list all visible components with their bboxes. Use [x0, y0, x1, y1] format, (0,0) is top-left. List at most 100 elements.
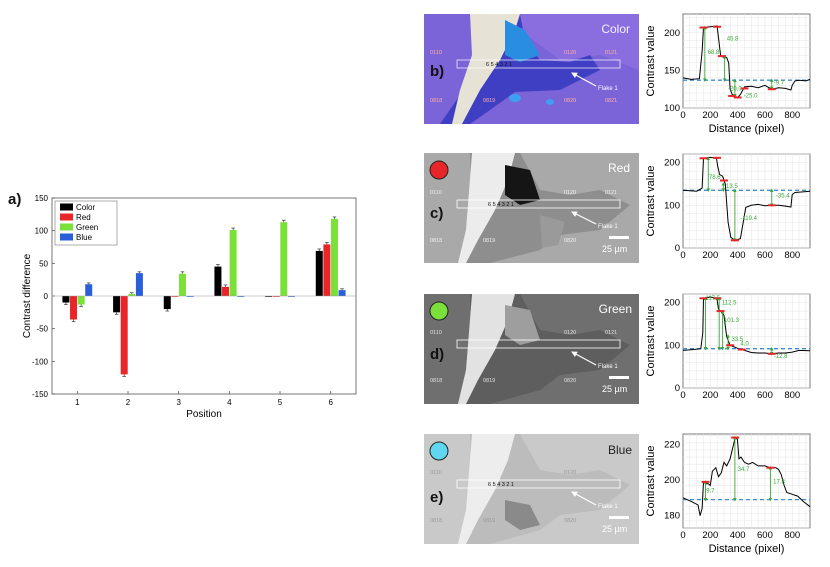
profile-plot-c-profile: 0 200 400 600 800 0 100 200 Contrast value 78.6 13… [645, 153, 811, 261]
profile-x-tick-label: 600 [757, 390, 773, 401]
profile-y-tick-label: 220 [664, 440, 680, 451]
bar-x-tick-label: 2 [126, 398, 131, 407]
svg-text:0820: 0820 [564, 98, 576, 104]
profile-annotation: -25.0 [744, 93, 758, 99]
panel-label-e: e) [430, 489, 443, 506]
bar-chart-panel: a) -150 -100 -50 0 50 100 150 1 2 3 4 5 6 ColorRedGr… [8, 191, 357, 420]
profile-y-axis-label: Contrast value [645, 166, 657, 237]
profile-x-tick-label: 400 [730, 530, 746, 541]
svg-text:0818: 0818 [430, 98, 442, 104]
image-position-numbers: 6 5 4 3 2 1 [486, 62, 512, 68]
profile-y-tick-label: 100 [664, 103, 680, 114]
profile-annotation: 17.8 [773, 480, 785, 486]
profile-annotation: 112.5 [722, 301, 737, 307]
svg-text:0121: 0121 [605, 330, 617, 336]
svg-text:0820: 0820 [564, 378, 576, 384]
legend-label-green: Green [76, 223, 98, 232]
svg-text:0819: 0819 [483, 98, 495, 104]
profile-x-tick-label: 600 [757, 110, 773, 121]
legend-swatch-blue [60, 233, 73, 241]
bar-green-pos5 [280, 222, 288, 296]
profile-x-tick-label: 200 [702, 250, 718, 261]
image-flake-label: Flake 1 [598, 224, 618, 230]
bar-x-tick-label: 1 [75, 398, 80, 407]
profile-x-tick-label: 800 [784, 250, 800, 261]
profile-plot-e-profile: 0 200 400 600 800 180 200 220 Contrast value Dist… [645, 433, 811, 555]
profile-x-tick-label: 0 [680, 530, 685, 541]
profile-x-tick-label: 200 [702, 390, 718, 401]
image-position-numbers: 6 5 4 3 2 1 [488, 202, 514, 208]
bar-y-tick-label: 100 [35, 227, 49, 236]
bar-blue-pos1 [85, 284, 93, 296]
profile-annotation: 34.7 [738, 467, 750, 473]
profile-y-axis-label: Contrast value [645, 446, 657, 517]
bar-red-pos2 [120, 296, 128, 375]
bar-x-tick-label: 3 [176, 398, 181, 407]
legend-label-color: Color [76, 203, 95, 212]
profile-x-tick-label: 600 [757, 530, 773, 541]
profile-x-tick-label: 200 [702, 110, 718, 121]
legend-swatch-red [60, 213, 73, 221]
svg-text:0120: 0120 [564, 50, 576, 56]
grid-codes: 0110 0120 0121 0818 0819 0820 [430, 330, 617, 384]
profile-x-tick-label: 0 [680, 110, 685, 121]
bar-red-pos6 [323, 244, 331, 296]
bar-color-pos2 [113, 296, 121, 313]
scale-bar-label: 25 µm [602, 384, 627, 394]
profile-annotation: -20.0 [728, 87, 742, 93]
svg-text:0818: 0818 [430, 378, 442, 384]
bar-green-pos4 [229, 230, 237, 296]
profile-y-tick-label: 100 [664, 340, 680, 351]
profile-annotation: 13.5 [726, 184, 738, 190]
profile-y-tick-label: 200 [664, 298, 680, 309]
bar-green-pos2 [128, 294, 136, 296]
profile-annotation: 68.8 [708, 50, 720, 56]
profile-y-tick-label: 200 [664, 158, 680, 169]
bar-color-pos4 [214, 266, 222, 296]
profile-annotation: 78.6 [709, 175, 721, 181]
profile-annotation: -35.4 [776, 194, 790, 200]
svg-text:0120: 0120 [564, 330, 576, 336]
bar-blue-pos2 [135, 273, 143, 296]
profile-annotation: 117.5 [706, 296, 721, 302]
image-channel-label-green: Green [599, 302, 632, 316]
svg-text:0120: 0120 [564, 470, 576, 476]
microscope-image-color: 6 5 4 3 2 1 Flake 1 Color b) 0110 0120 0… [424, 14, 639, 124]
profile-x-tick-label: 400 [730, 250, 746, 261]
bar-x-axis-label: Position [186, 409, 222, 420]
microscope-image-blue: 6 5 4 3 2 1 Flake 1 Blue e) 25 µm 0110 0… [424, 434, 639, 544]
bar-y-tick-label: 150 [35, 194, 49, 203]
svg-text:0819: 0819 [483, 518, 495, 524]
svg-text:0110: 0110 [430, 330, 442, 336]
profile-plots: 0 200 400 600 800 100 150 200 Contrast value Dist… [645, 13, 811, 555]
bar-x-tick-label: 6 [328, 398, 333, 407]
channel-dot-red [429, 160, 449, 180]
profile-x-axis-label: Distance (pixel) [709, 543, 785, 555]
bar-y-tick-label: 0 [44, 292, 49, 301]
svg-text:0819: 0819 [483, 378, 495, 384]
bar-green-pos3 [178, 273, 186, 296]
svg-text:0121: 0121 [605, 190, 617, 196]
image-position-numbers: 6 5 4 3 2 1 [488, 482, 514, 488]
legend-swatch-green [60, 223, 73, 231]
grid-codes: 0110 0120 0121 0818 0819 0820 [430, 190, 617, 244]
bar-color-pos3 [163, 296, 171, 310]
grid-codes: 0110 0120 0121 0818 0819 0820 0821 [430, 50, 617, 104]
panel-label-d: d) [430, 346, 444, 363]
profile-annotation: -12.8 [774, 354, 788, 360]
profile-x-tick-label: 0 [680, 390, 685, 401]
bar-blue-pos5 [287, 296, 295, 297]
profile-annotation: 4.0 [740, 341, 749, 347]
profile-x-tick-label: 800 [784, 530, 800, 541]
profile-annotation: -119.4 [740, 216, 757, 222]
bar-red-pos4 [222, 286, 230, 296]
microscope-image-red: 6 5 4 3 2 1 Flake 1 Red c) 25 µm 0110 01… [424, 153, 639, 263]
svg-text:0820: 0820 [564, 518, 576, 524]
profile-annotation: 45.8 [727, 36, 739, 42]
profile-y-tick-label: 150 [664, 65, 680, 76]
image-channel-label-red: Red [608, 161, 630, 175]
bar-blue-pos4 [237, 296, 245, 297]
bar-y-tick-label: -100 [32, 357, 49, 366]
